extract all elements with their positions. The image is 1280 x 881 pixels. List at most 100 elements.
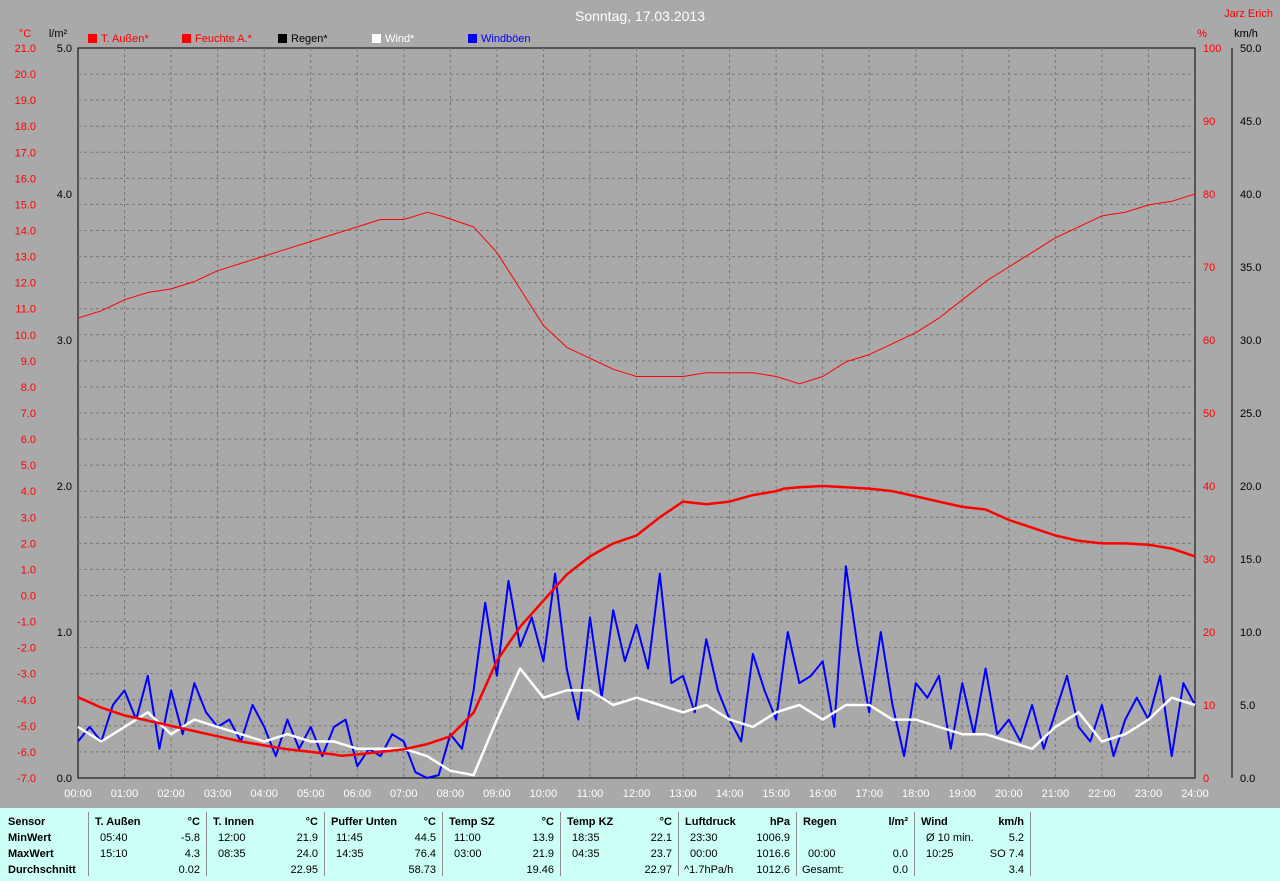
statistics-panel: Sensor MinWert MaxWert Durchschnitt T. A… <box>0 808 1280 881</box>
temp-tick-label: 8.0 <box>21 382 36 394</box>
legend-swatch-temp <box>88 34 97 43</box>
humidity-tick-label: 0 <box>1203 773 1209 785</box>
wind-tick-label: 40.0 <box>1240 189 1261 201</box>
stats-column: Puffer Unten °C 11:45 44.5 14:35 76.4 58.73 <box>324 808 442 881</box>
stats-avg-value: 22.97 <box>644 864 672 876</box>
series-line-t-au-en <box>77 484 1196 758</box>
stats-avg-value: 0.0 <box>892 864 908 876</box>
stats-min-time: Ø 10 min. <box>926 832 974 844</box>
stats-max-time: 03:00 <box>454 848 482 860</box>
stats-column-header: Luftdruck <box>685 816 736 828</box>
stats-column-unit: °C <box>423 816 436 828</box>
temp-tick-label: -4.0 <box>17 695 36 707</box>
rain-tick-label: 0.0 <box>57 773 72 785</box>
temp-tick-label: 1.0 <box>21 564 36 576</box>
temp-tick-label: 13.0 <box>15 252 36 264</box>
temp-tick-label: 20.0 <box>15 69 36 81</box>
wind-tick-label: 0.0 <box>1240 773 1255 785</box>
x-tick-label: 12:00 <box>623 788 651 800</box>
stats-max-value: 24.0 <box>296 848 318 860</box>
x-tick-label: 23:00 <box>1135 788 1163 800</box>
stats-min-time: 11:00 <box>454 832 481 844</box>
stats-min-time: 11:45 <box>336 832 363 844</box>
legend-swatch-rain <box>278 34 287 43</box>
rain-tick-label: 4.0 <box>57 189 72 201</box>
x-tick-label: 09:00 <box>483 788 511 800</box>
legend-label-gusts: Windböen <box>481 33 531 45</box>
temp-tick-label: 17.0 <box>15 147 36 159</box>
wind-tick-label: 5.0 <box>1240 700 1255 712</box>
rain-tick-label: 3.0 <box>57 335 72 347</box>
stats-max-time: 14:35 <box>336 848 364 860</box>
wind-tick-label: 45.0 <box>1240 116 1261 128</box>
humidity-tick-label: 90 <box>1203 116 1215 128</box>
stats-column-unit: °C <box>541 816 554 828</box>
temp-tick-label: 21.0 <box>15 43 36 55</box>
stats-column: T. Innen °C 12:00 21.9 08:35 24.0 22.95 <box>206 808 324 881</box>
x-tick-label: 14:00 <box>716 788 744 800</box>
humidity-tick-label: 20 <box>1203 627 1215 639</box>
stats-max-time: 10:25 <box>926 848 954 860</box>
humidity-tick-label: 40 <box>1203 481 1215 493</box>
wind-tick-label: 35.0 <box>1240 262 1261 274</box>
stats-min-value: 21.9 <box>296 832 318 844</box>
stats-sensor-header: Sensor <box>8 816 46 828</box>
wind-tick-label: 50.0 <box>1240 43 1261 55</box>
humidity-tick-label: 60 <box>1203 335 1215 347</box>
x-tick-label: 07:00 <box>390 788 418 800</box>
stats-max-label: MaxWert <box>8 848 54 860</box>
stats-min-time: 12:00 <box>218 832 246 844</box>
temp-tick-label: 10.0 <box>15 330 36 342</box>
x-tick-label: 00:00 <box>64 788 92 800</box>
stats-min-value: 1006.9 <box>756 832 790 844</box>
stats-column-header: Regen <box>803 816 837 828</box>
stats-column: Luftdruck hPa 23:30 1006.9 00:00 1016.6 ^1.7hP… <box>678 808 796 881</box>
stats-max-value: 0.0 <box>892 848 908 860</box>
legend-swatch-wind <box>372 34 381 43</box>
x-tick-label: 10:00 <box>530 788 558 800</box>
x-tick-label: 13:00 <box>669 788 697 800</box>
stats-max-value: 1016.6 <box>756 848 790 860</box>
temp-tick-label: 0.0 <box>21 591 36 603</box>
humidity-tick-label: 30 <box>1203 554 1215 566</box>
temp-tick-label: -7.0 <box>17 773 36 785</box>
stats-column-header: Temp SZ <box>449 816 495 828</box>
stats-max-value: 76.4 <box>414 848 436 860</box>
temp-tick-label: 11.0 <box>15 304 36 316</box>
temp-tick-label: -1.0 <box>17 617 36 629</box>
stats-column-header: T. Außen <box>95 816 141 828</box>
temp-tick-label: 6.0 <box>21 434 36 446</box>
humidity-axis-unit: % <box>1197 28 1207 40</box>
wind-tick-label: 15.0 <box>1240 554 1261 566</box>
wind-tick-label: 20.0 <box>1240 481 1261 493</box>
weather-chart: Sonntag, 17.03.2013 Jarz Erich °C l/m² %… <box>15 8 1273 800</box>
x-tick-label: 05:00 <box>297 788 325 800</box>
series-line-windb-en <box>77 565 1196 779</box>
wind-axis-unit: km/h <box>1234 28 1258 40</box>
stats-max-time: 00:00 <box>808 848 836 860</box>
stats-avg-label: Durchschnitt <box>8 864 76 876</box>
stats-max-value: 21.9 <box>532 848 554 860</box>
x-tick-label: 22:00 <box>1088 788 1116 800</box>
legend-label-rain: Regen* <box>291 33 328 45</box>
stats-avg-value: 58.73 <box>408 864 436 876</box>
stats-sensor-column: Sensor MinWert MaxWert Durchschnitt <box>0 808 88 881</box>
stats-column-unit: °C <box>305 816 318 828</box>
wind-tick-label: 25.0 <box>1240 408 1261 420</box>
legend-swatch-gusts <box>468 34 477 43</box>
stats-min-value: 5.2 <box>1008 832 1024 844</box>
stats-min-value: 44.5 <box>414 832 436 844</box>
stats-column: T. Außen °C 05:40 -5.8 15:10 4.3 0.02 <box>88 808 206 881</box>
stats-max-value: 23.7 <box>650 848 672 860</box>
chart-legend: T. Außen* Feuchte A.* Regen* Wind* Windb… <box>88 33 531 45</box>
x-tick-label: 20:00 <box>995 788 1023 800</box>
stats-column-unit: l/m² <box>888 816 908 828</box>
stats-avg-label: ^1.7hPa/h <box>684 864 734 876</box>
legend-swatch-humidity <box>182 34 191 43</box>
x-tick-label: 02:00 <box>157 788 185 800</box>
temp-tick-label: 19.0 <box>15 95 36 107</box>
series-line-wind <box>77 667 1196 777</box>
temp-tick-label: -5.0 <box>17 721 36 733</box>
temp-tick-label: 18.0 <box>15 121 36 133</box>
temp-tick-label: 14.0 <box>15 226 36 238</box>
